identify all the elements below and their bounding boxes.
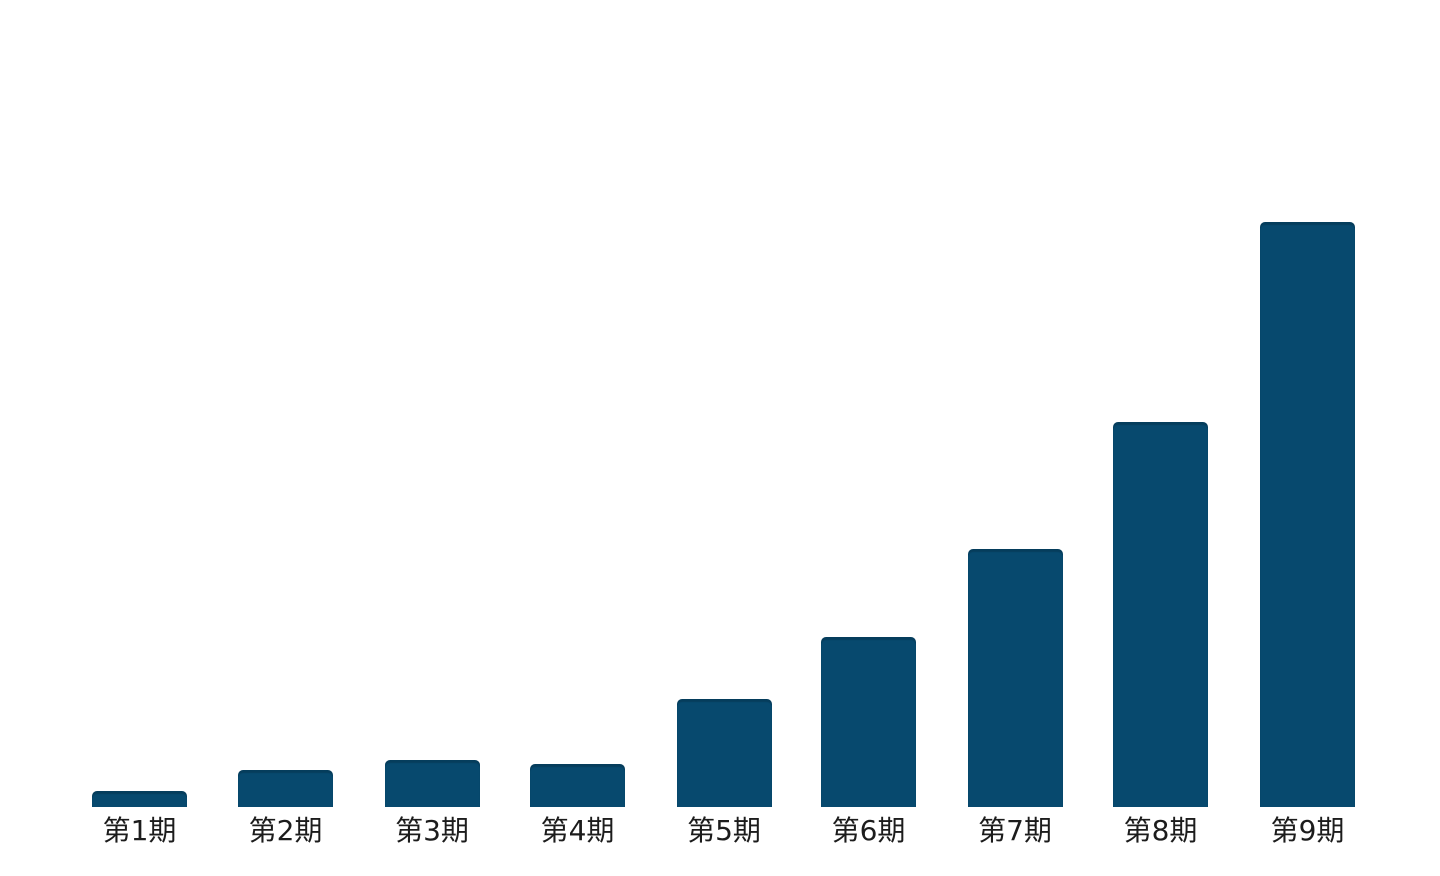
bar-period-4[interactable] xyxy=(530,764,625,807)
x-axis-label-period-6: 第6期 xyxy=(831,814,906,847)
x-axis-label-period-8: 第8期 xyxy=(1123,814,1198,847)
x-axis-label-period-2: 第2期 xyxy=(248,814,323,847)
x-axis-label-period-4: 第4期 xyxy=(540,814,615,847)
x-axis-label-period-7: 第7期 xyxy=(978,814,1052,847)
bar-period-6[interactable] xyxy=(821,637,916,807)
bar-period-1[interactable] xyxy=(92,791,187,807)
x-axis-label-period-9: 第9期 xyxy=(1270,814,1345,847)
bar-period-8[interactable] xyxy=(1113,422,1208,807)
bar-period-5[interactable] xyxy=(676,699,772,807)
bar-period-9[interactable] xyxy=(1260,222,1355,807)
x-axis-label-period-1: 第1期 xyxy=(102,814,177,847)
x-axis-label-period-5: 第5期 xyxy=(687,814,761,847)
bar-period-2[interactable] xyxy=(238,770,333,807)
x-axis-label-period-3: 第3期 xyxy=(395,814,469,847)
bar-period-3[interactable] xyxy=(384,760,480,807)
bar-period-7[interactable] xyxy=(967,549,1063,807)
